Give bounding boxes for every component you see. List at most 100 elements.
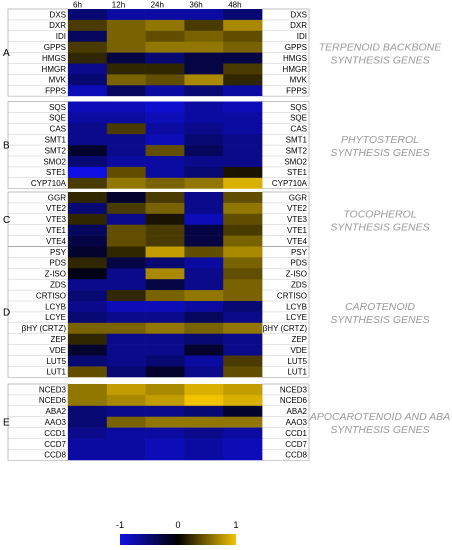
group-title: SYNTHESIS GENES [330,424,429,436]
heatmap-cell [68,301,108,313]
heatmap-cell [106,311,146,324]
heatmap-cell [106,322,146,334]
heatmap-cell [184,85,224,97]
group-title: APOCAROTENOID AND ABA [309,411,450,423]
heatmap-cell [184,257,224,269]
heatmap-cell [68,268,108,280]
heatmap-cell [184,384,224,396]
heatmap-cell [145,449,185,461]
heatmap-cell [184,202,224,215]
heatmap-cell [223,438,263,450]
gene-label-right: LUT1 [287,368,307,377]
heatmap-cell [223,52,263,64]
heatmap-cell [184,41,224,53]
group-letter: A [3,48,10,59]
heatmap-cell [106,123,146,135]
heatmap-cell [223,427,263,439]
gene-label-right: NCED3 [280,385,308,394]
heatmap-cell [145,213,185,225]
heatmap-cell [145,123,185,135]
heatmap-cell [184,322,224,334]
heatmap-cell [223,449,263,461]
heatmap-cell [106,257,146,269]
heatmap-cell [106,85,146,97]
gene-label-left: LUT5 [46,357,66,366]
heatmap-cell [184,177,224,189]
heatmap-cell [145,224,185,236]
heatmap-cell [106,192,146,204]
group-letter: C [3,215,10,226]
colorbar-tick-label: -1 [116,520,124,530]
group-separator [68,188,262,191]
heatmap-cell [106,268,146,280]
gene-label-left: SMT1 [45,136,67,145]
heatmap-cell [106,405,146,417]
heatmap-cell [184,416,224,428]
gene-label-left: Z-ISO [45,270,66,279]
gene-label-left: GGR [48,193,66,202]
heatmap-cell [223,301,263,313]
gene-label-right: ZDS [291,281,307,290]
heatmap-cell [223,85,263,97]
colorbar-tick-label: 0 [175,520,180,530]
heatmap-cell [68,344,108,356]
group-title: TERPENOID BACKBONE [319,42,443,54]
heatmap-cell [106,177,146,189]
heatmap-cell [184,145,224,157]
heatmap-cell [184,366,224,378]
heatmap-cell [223,9,263,21]
gene-label-right: VTE4 [287,237,308,246]
heatmap-cell [184,290,224,302]
heatmap-cell [68,156,108,168]
heatmap-cell [184,112,224,124]
heatmap-cell [145,63,185,75]
heatmap-cell [145,416,185,428]
heatmap-cell [145,192,185,204]
gene-label-right: CCD7 [285,440,307,449]
gene-label-right: VTE2 [287,204,308,213]
gene-label-left: HMGS [42,54,66,63]
heatmap-cell [68,30,108,42]
heatmap-cell [223,63,263,75]
heatmap-cell [68,333,108,345]
heatmap-cell [106,41,146,53]
heatmap-cell [68,224,108,236]
heatmap-cell [223,246,263,258]
gene-label-left: AAO3 [45,418,67,427]
heatmap-cell [106,279,146,291]
column-header: 48h [228,1,241,10]
gene-label-right: NCED6 [280,396,308,405]
heatmap-cell [68,405,108,417]
heatmap-cell [184,301,224,313]
heatmap-cell [223,279,263,291]
heatmap-cell [145,52,185,64]
gene-label-right: CAS [291,125,307,134]
group-title: SYNTHESIS GENES [330,314,429,326]
group-separator [68,460,262,462]
heatmap-cell [184,405,224,417]
heatmap-cell [223,290,263,302]
heatmap-cell [68,235,108,247]
gene-label-left: VTE3 [46,215,67,224]
heatmap-cell [68,394,108,407]
heatmap-cell [145,74,185,86]
heatmap-cell [184,311,224,324]
heatmap-cell [106,52,146,64]
gene-label-left: SMT2 [45,146,67,155]
heatmap-cell [184,166,224,179]
heatmap-cell [106,427,146,439]
gene-label-left: PDS [50,259,66,268]
gene-label-right: VDE [291,346,307,355]
heatmap-cell [145,279,185,291]
colorbar [120,534,236,545]
heatmap-cell [106,74,146,86]
group-title: TOCOPHEROL [343,208,416,220]
gene-label-right: CYP710A [272,179,308,188]
heatmap-cell [106,438,146,450]
gene-label-right: IDI [297,32,307,41]
heatmap-cell [223,333,263,345]
gene-label-left: FPPS [45,87,66,96]
gene-label-left: GPPS [44,43,66,52]
heatmap-cell [68,416,108,428]
column-header: 6h [73,1,82,10]
